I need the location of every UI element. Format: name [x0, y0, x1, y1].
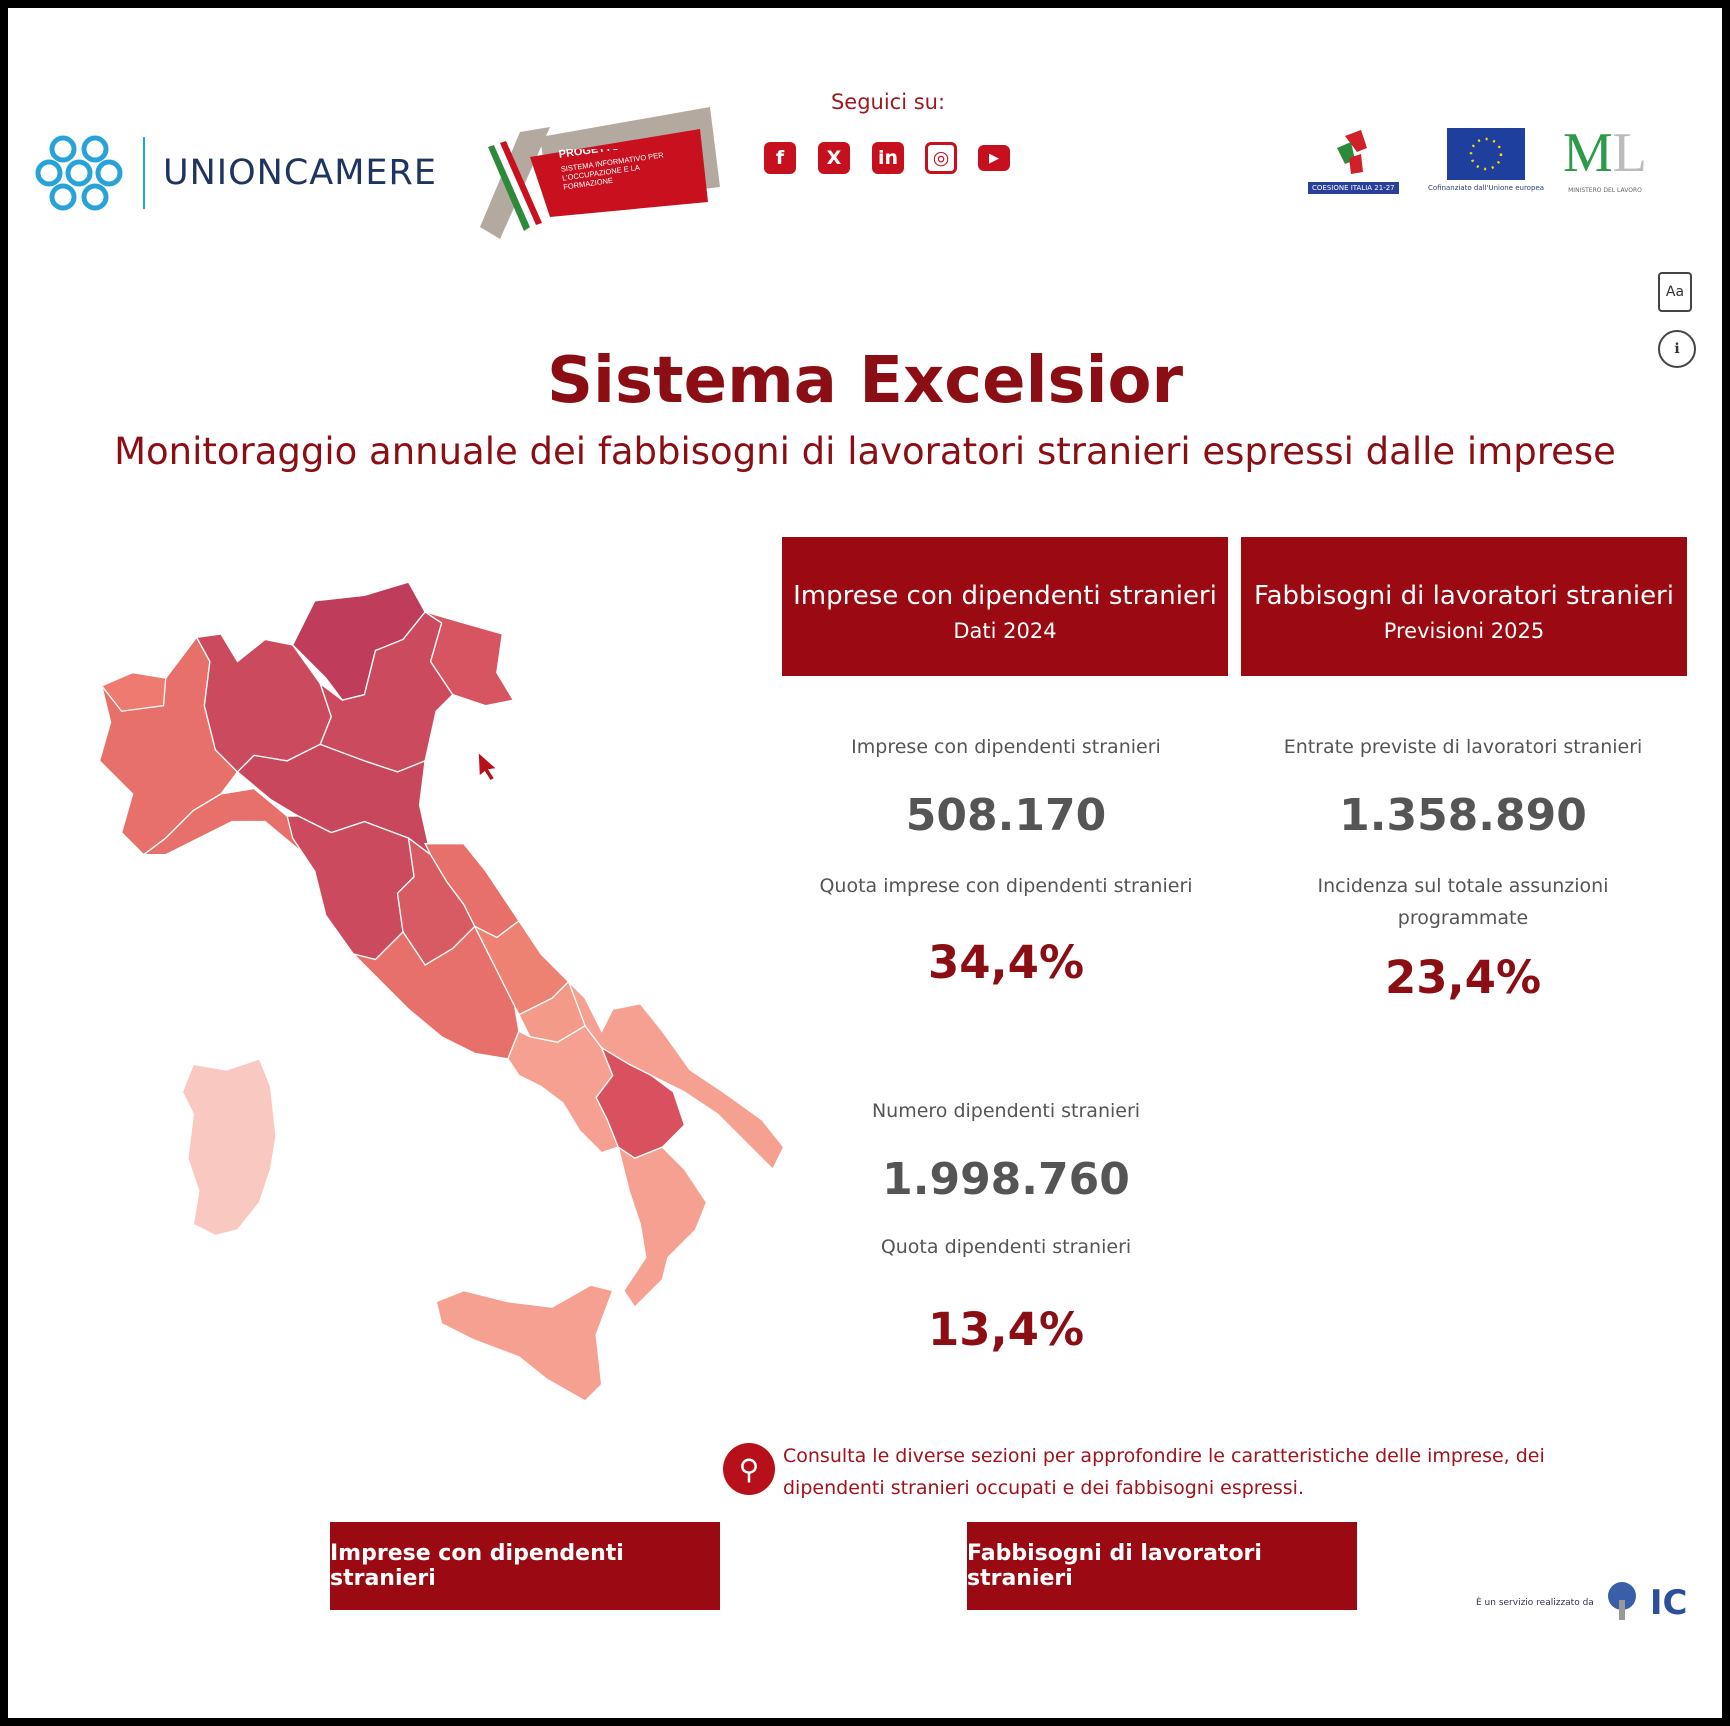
quota-dipendenti-value: 13,4% [927, 1303, 1085, 1356]
follow-label: Seguici su: [830, 90, 946, 114]
incidenza-label-cont: programmate [1397, 907, 1529, 929]
region-sicilia[interactable] [435, 1284, 614, 1401]
info-icon[interactable]: ℹ [1658, 330, 1696, 368]
x-icon[interactable]: X [818, 142, 850, 174]
entrate-label: Entrate previste di lavoratori stranieri [1283, 736, 1643, 758]
coesione-italia-logo[interactable]: COESIONE ITALIA 21-27 [1308, 128, 1399, 194]
italy-regions-map[interactable] [94, 581, 786, 1401]
note-line: Consulta le diverse sezioni per approfon… [783, 1445, 1545, 1467]
footer-text: È un servizio realizzato da [1476, 1598, 1594, 1608]
footer-credit[interactable]: È un servizio realizzato da IC [1476, 1580, 1687, 1626]
unioncamere-name: UNIONCAMERE [163, 153, 437, 193]
eu-flag-logo[interactable]: Cofinanziato dall'Unione europea [1428, 128, 1544, 192]
quota-imprese-value: 34,4% [927, 936, 1085, 989]
sections-note: Consulta le diverse sezioni per approfon… [783, 1440, 1683, 1504]
panel-subheading: Dati 2024 [953, 619, 1057, 643]
coesione-caption: COESIONE ITALIA 21-27 [1308, 182, 1399, 194]
quota-imprese-label: Quota imprese con dipendenti stranieri [819, 875, 1193, 897]
ic-logo: IC [1649, 1583, 1688, 1623]
imprese-section-button[interactable]: Imprese con dipendenti stranieri [330, 1522, 720, 1610]
numero-dipendenti-label: Numero dipendenti stranieri [871, 1100, 1141, 1122]
unioncamere-mark-icon [35, 135, 123, 211]
page-subtitle: Monitoraggio annuale dei fabbisogni di l… [114, 430, 1616, 473]
imprese-value: 508.170 [905, 790, 1107, 841]
quota-dipendenti-label: Quota dipendenti stranieri [880, 1236, 1132, 1258]
page-title: Sistema Excelsior [546, 344, 1184, 418]
region-toscana[interactable] [286, 815, 415, 961]
entrate-value: 1.358.890 [1339, 790, 1587, 841]
facebook-icon[interactable]: f [764, 142, 796, 174]
fabbisogni-section-button[interactable]: Fabbisogni di lavoratori stranieri [967, 1522, 1357, 1610]
progetto-excelsior-logo[interactable]: PROGETTO EXCELSIOR SISTEMA INFORMATIVO P… [480, 107, 720, 239]
imprese-label: Imprese con dipendenti stranieri [851, 736, 1161, 758]
panel-heading: Imprese con dipendenti stranieri [793, 581, 1217, 611]
incidenza-value: 23,4% [1384, 951, 1542, 1004]
note-line: dipendenti stranieri occupati e dei fabb… [783, 1477, 1304, 1499]
youtube-icon[interactable]: ▶ [978, 145, 1010, 171]
linkedin-icon[interactable]: in [872, 142, 904, 174]
panel-heading: Fabbisogni di lavoratori stranieri [1254, 581, 1674, 611]
panel-subheading: Previsioni 2025 [1383, 619, 1545, 643]
eu-caption: Cofinanziato dall'Unione europea [1428, 184, 1544, 192]
glossary-icon[interactable]: Aa [1658, 272, 1692, 312]
region-valle-d-aosta[interactable] [100, 671, 167, 712]
excelsior-logo-text: PROGETTO EXCELSIOR SISTEMA INFORMATIVO P… [558, 149, 708, 192]
instagram-icon[interactable]: ◎ [925, 142, 957, 174]
region-sardegna[interactable] [181, 1058, 277, 1237]
region-friuli-venezia-giulia[interactable] [424, 611, 515, 707]
logo-divider [143, 137, 145, 209]
eu-flag-icon [1447, 128, 1525, 180]
cursor-icon [477, 750, 499, 782]
tree-logo-icon [1607, 1582, 1636, 1620]
magnifier-icon: ⚲ [723, 1443, 775, 1495]
panel-imprese-header: Imprese con dipendenti stranieri Dati 20… [782, 537, 1228, 676]
ministero-lavoro-logo[interactable]: ML MINISTERO DEL LAVORO [1563, 122, 1648, 194]
unioncamere-logo[interactable]: UNIONCAMERE [33, 127, 437, 219]
incidenza-label: Incidenza sul totale assunzioni [1317, 875, 1609, 897]
panel-fabbisogni-header: Fabbisogni di lavoratori stranieri Previ… [1241, 537, 1687, 676]
page: UNIONCAMERE PROGETTO EXCELSIOR SISTEMA I… [8, 8, 1722, 1718]
coesione-mark-icon [1337, 130, 1368, 174]
region-calabria[interactable] [617, 1145, 708, 1309]
numero-dipendenti-value: 1.998.760 [882, 1154, 1130, 1205]
